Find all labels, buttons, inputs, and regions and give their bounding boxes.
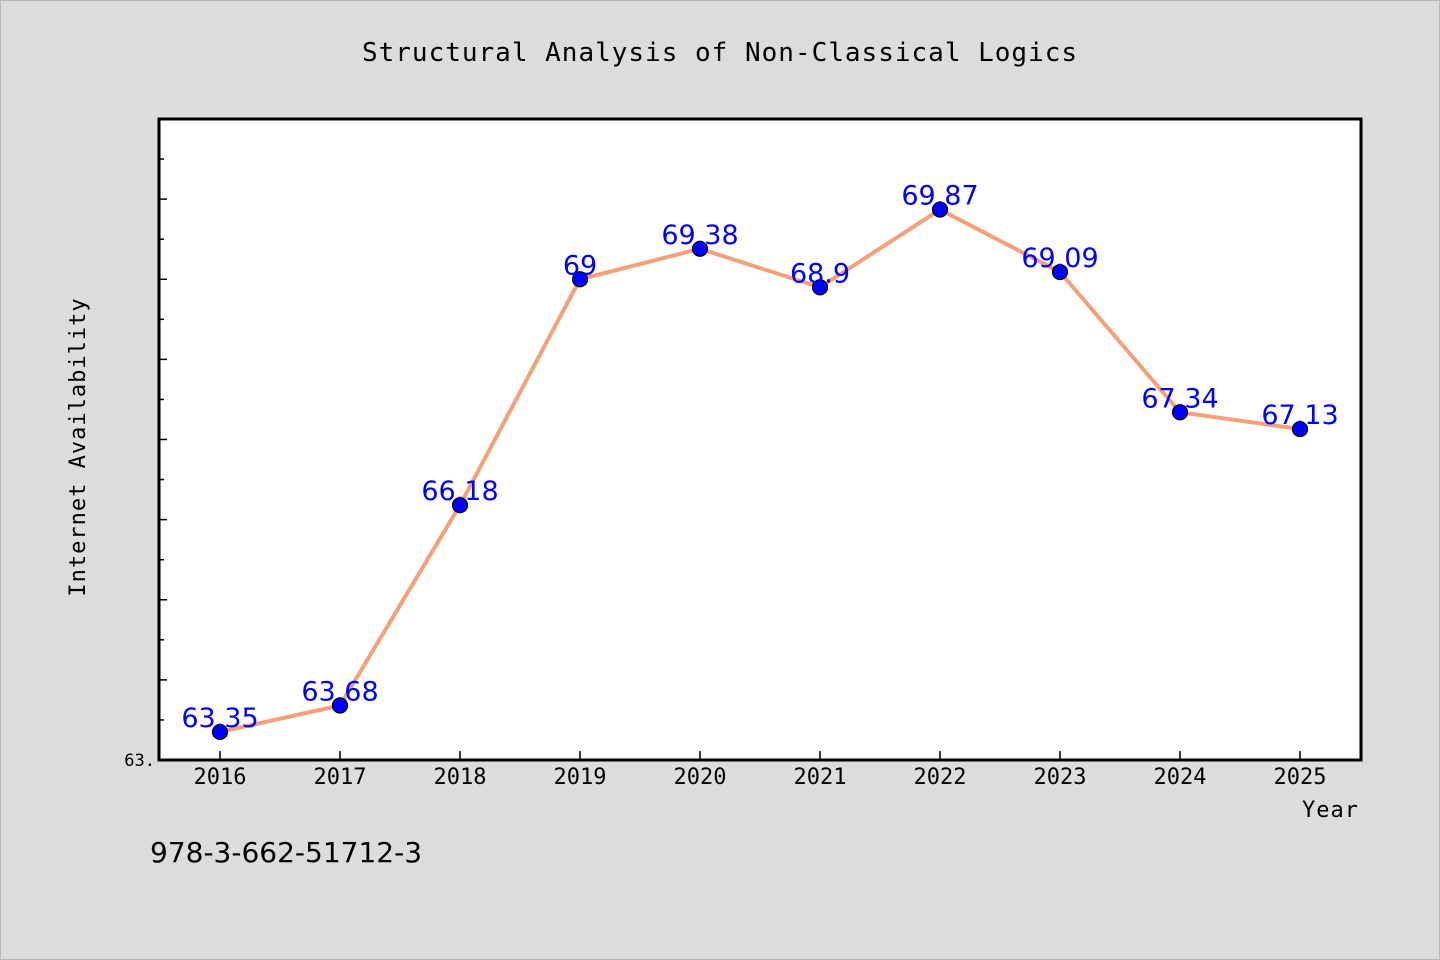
data-label: 69 (563, 250, 597, 281)
series-layer (211, 201, 1309, 741)
data-label: 63.68 (301, 677, 378, 708)
data-label: 69.38 (661, 220, 738, 251)
x-tick-label: 2025 (1274, 765, 1327, 790)
data-label: 68.9 (790, 258, 850, 289)
data-point (211, 723, 229, 741)
x-tick-label: 2019 (554, 765, 607, 790)
data-point (1171, 404, 1189, 421)
chart-title: Structural Analysis of Non-Classical Log… (362, 38, 1078, 68)
data-label: 69.87 (901, 181, 978, 212)
data-labels: 63.35 63.68 66.18 69 69.38 68.9 69.87 69.09 67.3… (181, 181, 1338, 734)
x-tick-label: 2016 (194, 765, 247, 790)
data-point (811, 279, 829, 296)
data-label: 66.18 (421, 476, 498, 507)
y-axis-label: Internet Availability (66, 297, 91, 596)
y-tick-label: 63. (124, 751, 155, 771)
x-tick-label: 2020 (674, 765, 727, 790)
data-label: 69.09 (1021, 243, 1098, 274)
x-tick-label: 2017 (314, 765, 367, 790)
data-point (331, 697, 349, 714)
data-label: 67.13 (1261, 400, 1338, 431)
isbn-text: 978-3-662-51712-3 (150, 836, 422, 869)
data-point (1051, 263, 1069, 281)
data-label: 63.35 (181, 703, 258, 734)
x-tick-label: 2018 (434, 765, 487, 790)
data-point (691, 240, 709, 257)
data-point (571, 271, 589, 288)
x-tick-label: 2021 (794, 765, 847, 790)
data-point (1291, 420, 1309, 438)
data-label: 67.34 (1141, 383, 1218, 414)
x-tick-label: 2023 (1034, 765, 1087, 790)
x-tick-label: 2024 (1154, 765, 1207, 790)
series-line (219, 207, 1301, 734)
data-point (451, 497, 469, 514)
x-axis-ticks: 2016 2017 2018 2019 2020 2021 2022 2023 2024 2025 (194, 751, 1327, 790)
data-point (931, 201, 949, 218)
plot-area (157, 117, 1363, 762)
y-axis-ticks (159, 118, 167, 761)
x-tick-label: 2022 (914, 765, 967, 790)
x-axis-label: Year (1302, 798, 1359, 823)
